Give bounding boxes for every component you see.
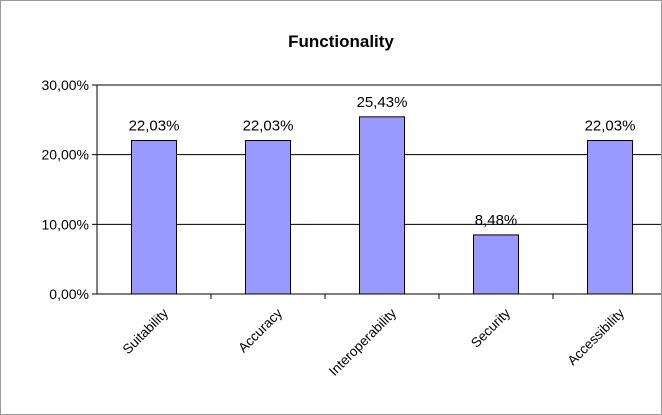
labels: 0,00% 10,00% 20,00% 30,00% 22,03% Suitability… [42, 77, 636, 379]
y-tick-label: 10,00% [42, 216, 89, 232]
y-tick-label: 0,00% [49, 286, 89, 302]
chart-title: Functionality [288, 32, 394, 51]
y-tick-label: 20,00% [42, 147, 89, 163]
bars [131, 116, 633, 295]
x-tick-label: Security [468, 305, 513, 350]
x-tick-label: Interoperability [326, 305, 399, 378]
data-label: 8,48% [475, 212, 518, 229]
bar-accuracy [245, 140, 291, 295]
x-tick-label: Accessibility [565, 305, 628, 368]
data-label: 22,03% [243, 118, 294, 135]
data-label: 22,03% [585, 118, 636, 135]
x-tick-label: Suitability [120, 305, 172, 357]
bar-security [473, 234, 519, 295]
y-tick-label: 30,00% [42, 77, 89, 93]
bar-interoperability [359, 116, 405, 295]
axes [92, 84, 661, 299]
bar-suitability [131, 140, 177, 295]
bar-accessibility [587, 140, 633, 295]
x-tick-label: Accuracy [235, 305, 285, 355]
data-label: 22,03% [129, 118, 180, 135]
data-label: 25,43% [357, 94, 408, 111]
